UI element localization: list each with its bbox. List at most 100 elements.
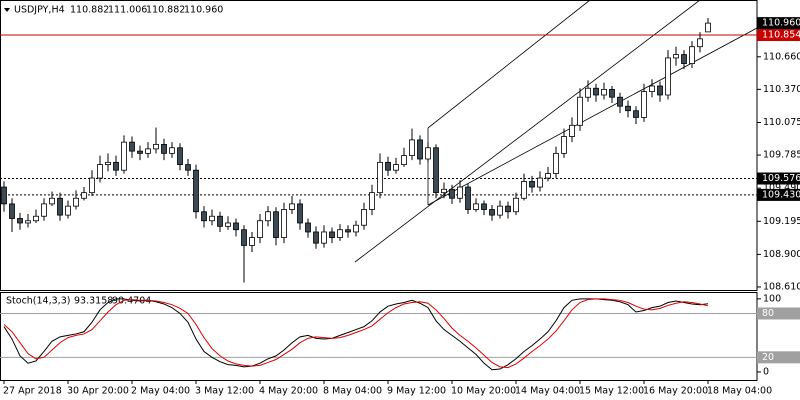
indicator-signal-value: 90.4704	[112, 296, 151, 307]
candle-body	[313, 231, 319, 244]
candle-body	[433, 147, 439, 194]
channel	[354, 0, 757, 263]
candle-body	[665, 57, 671, 96]
candle-body	[409, 139, 415, 157]
level-label: 80	[762, 308, 774, 319]
candle-body	[177, 147, 183, 165]
candle-body	[201, 211, 207, 222]
candle-body	[89, 177, 95, 194]
candle-body	[1, 186, 7, 205]
level-label: 110.854	[762, 30, 800, 41]
candle-body	[641, 91, 647, 118]
candle-body	[353, 224, 359, 233]
candle-body	[681, 54, 687, 64]
candle-body	[441, 188, 447, 194]
candle-body	[609, 88, 615, 98]
x-tick-label: 10 May 20:00	[451, 386, 516, 397]
x-tick-label: 27 Apr 2018	[3, 386, 62, 397]
candle-body	[225, 222, 231, 227]
y-tick-label: 109.785	[763, 150, 800, 161]
candle-body	[129, 141, 135, 152]
candle-body	[361, 209, 367, 226]
y-tick-label: 0	[763, 366, 769, 377]
candle-body	[97, 164, 103, 179]
candle-body	[25, 220, 31, 224]
candle-body	[585, 87, 591, 98]
candle-body	[393, 164, 399, 171]
candle-body	[625, 105, 631, 112]
candle-body	[57, 197, 63, 216]
candle-body	[257, 220, 263, 238]
candle-body	[193, 169, 199, 213]
candle-body	[537, 177, 543, 188]
candle-body	[265, 211, 271, 222]
candle-body	[569, 124, 575, 137]
level-box	[757, 29, 800, 42]
candle-body	[521, 181, 527, 199]
candle-body	[105, 161, 111, 165]
x-tick-label: 9 May 12:00	[387, 386, 446, 397]
candle-body	[153, 143, 159, 150]
candle-body	[657, 85, 663, 96]
candle-body	[417, 139, 423, 160]
candle-body	[601, 88, 607, 96]
candle-body	[73, 197, 79, 207]
last-price-label: 110.960	[762, 18, 800, 29]
y-tick-label: 110.075	[763, 117, 800, 128]
candle-body	[697, 38, 703, 48]
y-tick-label: 110.370	[763, 84, 800, 95]
candle-body	[297, 203, 303, 224]
level-label: 109.576	[762, 173, 800, 184]
last-price-box	[757, 17, 800, 30]
candle-body	[217, 215, 223, 227]
channel-line	[427, 27, 757, 206]
candle-body	[481, 203, 487, 210]
candle-body	[41, 203, 47, 217]
candle-body	[33, 215, 39, 222]
y-tick-label: 100	[763, 293, 781, 304]
candle-body	[121, 141, 127, 171]
main-frame	[0, 0, 758, 291]
candle-body	[473, 203, 479, 210]
candle-body	[617, 96, 623, 107]
candle-body	[513, 197, 519, 213]
level-box	[757, 188, 800, 201]
y-tick-label: 108.610	[763, 281, 800, 292]
candle-body	[17, 218, 23, 224]
candle-body	[529, 181, 535, 188]
candle-body	[497, 205, 503, 216]
candle-body	[385, 161, 391, 171]
candle-body	[113, 161, 119, 171]
level-box	[757, 172, 800, 185]
candle-body	[425, 147, 431, 160]
candle-body	[273, 211, 279, 238]
candle-body	[345, 229, 351, 233]
x-tick-label: 3 May 12:00	[195, 386, 254, 397]
y-tick-label: 108.900	[763, 249, 800, 260]
candle-body	[145, 148, 151, 154]
candle-body	[329, 231, 335, 238]
candle-body	[65, 205, 71, 216]
candle-body	[449, 188, 455, 199]
candle-body	[169, 147, 175, 154]
candle-body	[673, 54, 679, 59]
candle-body	[649, 85, 655, 93]
candle-body	[545, 173, 551, 179]
candles	[1, 17, 711, 283]
y-tick-label: 110.660	[763, 51, 800, 62]
indicator-line	[3, 298, 709, 369]
level-box	[757, 351, 800, 364]
level-box	[757, 307, 800, 320]
candle-body	[553, 152, 559, 174]
candle-body	[185, 164, 191, 171]
x-tick-label: 18 May 04:00	[707, 386, 772, 397]
candle-body	[505, 205, 511, 213]
candle-body	[137, 150, 143, 154]
candle-body	[337, 229, 343, 238]
collapse-icon[interactable]	[4, 8, 10, 12]
candle-body	[689, 46, 695, 64]
channel-line	[427, 0, 591, 129]
